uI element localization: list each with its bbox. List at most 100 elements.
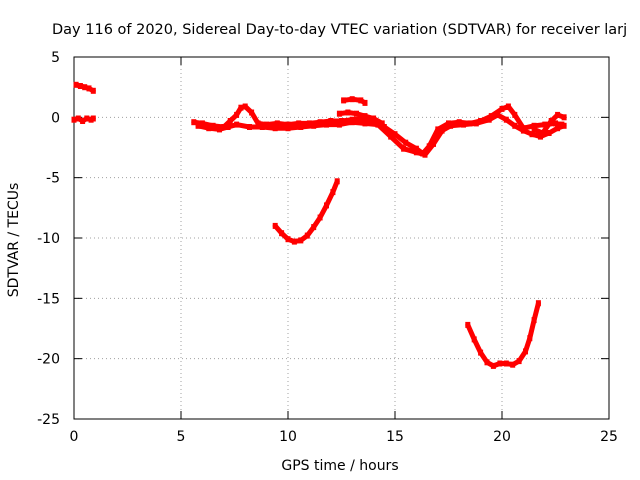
data-point <box>298 237 304 244</box>
data-point <box>339 118 344 124</box>
data-point <box>242 103 248 110</box>
data-point <box>336 110 342 117</box>
x-tick-label: 15 <box>386 429 404 445</box>
data-point <box>345 109 351 116</box>
data-point <box>548 118 554 124</box>
data-point <box>298 124 304 130</box>
y-axis-label: SDTVAR / TECUs <box>6 183 22 298</box>
data-point <box>279 230 285 237</box>
series-line <box>465 300 541 369</box>
x-axis-label: GPS time / hours <box>281 458 398 474</box>
data-point <box>503 360 509 367</box>
data-point <box>531 317 537 324</box>
data-point <box>349 96 355 103</box>
data-point <box>503 116 509 123</box>
data-point <box>478 349 484 356</box>
series-6 <box>531 111 567 136</box>
x-tick-label: 10 <box>279 429 297 445</box>
data-point <box>238 104 244 111</box>
data-point <box>529 131 535 138</box>
data-point <box>311 122 317 129</box>
data-point <box>510 361 516 368</box>
data-point <box>311 224 317 231</box>
data-point <box>291 238 297 245</box>
data-point <box>403 139 409 146</box>
data-point <box>413 145 419 152</box>
data-point <box>82 84 88 91</box>
data-series <box>71 81 567 369</box>
data-point <box>362 113 368 120</box>
data-point <box>456 119 462 126</box>
data-point <box>538 133 543 140</box>
y-tick-label: -15 <box>37 291 60 307</box>
x-tick-label: 0 <box>70 429 79 445</box>
data-point <box>561 122 567 129</box>
data-point <box>255 120 261 127</box>
data-point <box>471 336 477 343</box>
chart-title: Day 116 of 2020, Sidereal Day-to-day VTE… <box>52 22 627 38</box>
y-tick-label: -10 <box>37 231 60 247</box>
data-point <box>542 121 548 128</box>
data-point <box>435 126 441 133</box>
data-point <box>431 140 436 147</box>
data-point <box>448 122 454 129</box>
data-point <box>324 121 329 128</box>
data-point <box>561 114 567 121</box>
data-point <box>388 133 394 140</box>
data-point <box>306 120 312 127</box>
x-tick-label: 20 <box>493 429 511 445</box>
series-0 <box>71 115 96 124</box>
series-line <box>272 178 340 245</box>
data-point <box>546 130 552 136</box>
data-point <box>358 97 364 104</box>
data-point <box>490 362 496 369</box>
x-tick-label: 5 <box>177 429 186 445</box>
y-tick-label: -25 <box>37 412 60 428</box>
data-point <box>264 121 270 128</box>
data-point <box>392 131 398 138</box>
data-point <box>512 111 518 118</box>
data-point <box>362 120 368 127</box>
data-point <box>484 359 490 366</box>
data-point <box>206 125 212 132</box>
data-point <box>354 110 359 117</box>
data-point <box>73 81 79 88</box>
data-point <box>330 189 336 196</box>
data-point <box>324 202 329 209</box>
data-point <box>553 120 558 127</box>
data-point <box>259 124 265 130</box>
data-point <box>84 115 90 122</box>
data-point <box>349 119 355 126</box>
data-point <box>249 109 255 116</box>
data-point <box>90 115 96 122</box>
y-tick-label: 5 <box>51 50 60 66</box>
data-point <box>304 232 310 239</box>
y-tick-label: -20 <box>37 352 60 368</box>
data-point <box>285 236 291 243</box>
data-point <box>379 120 385 127</box>
data-point <box>285 121 291 128</box>
x-tick-label: 25 <box>600 429 618 445</box>
series-4 <box>336 109 385 127</box>
data-point <box>461 121 466 128</box>
data-point <box>505 103 511 110</box>
data-point <box>191 119 197 126</box>
data-point <box>531 126 537 133</box>
data-point <box>531 122 537 129</box>
data-point <box>555 125 561 132</box>
data-point <box>523 348 528 355</box>
data-point <box>362 99 368 106</box>
data-point <box>495 111 501 118</box>
data-point <box>328 118 334 124</box>
data-point <box>401 145 407 152</box>
data-point <box>439 127 445 134</box>
data-point <box>195 122 201 129</box>
data-point <box>199 120 205 127</box>
data-point <box>535 300 541 307</box>
data-point <box>274 120 280 127</box>
data-point <box>555 111 561 118</box>
data-point <box>499 105 505 112</box>
data-point <box>317 214 323 221</box>
series-1 <box>73 81 96 94</box>
